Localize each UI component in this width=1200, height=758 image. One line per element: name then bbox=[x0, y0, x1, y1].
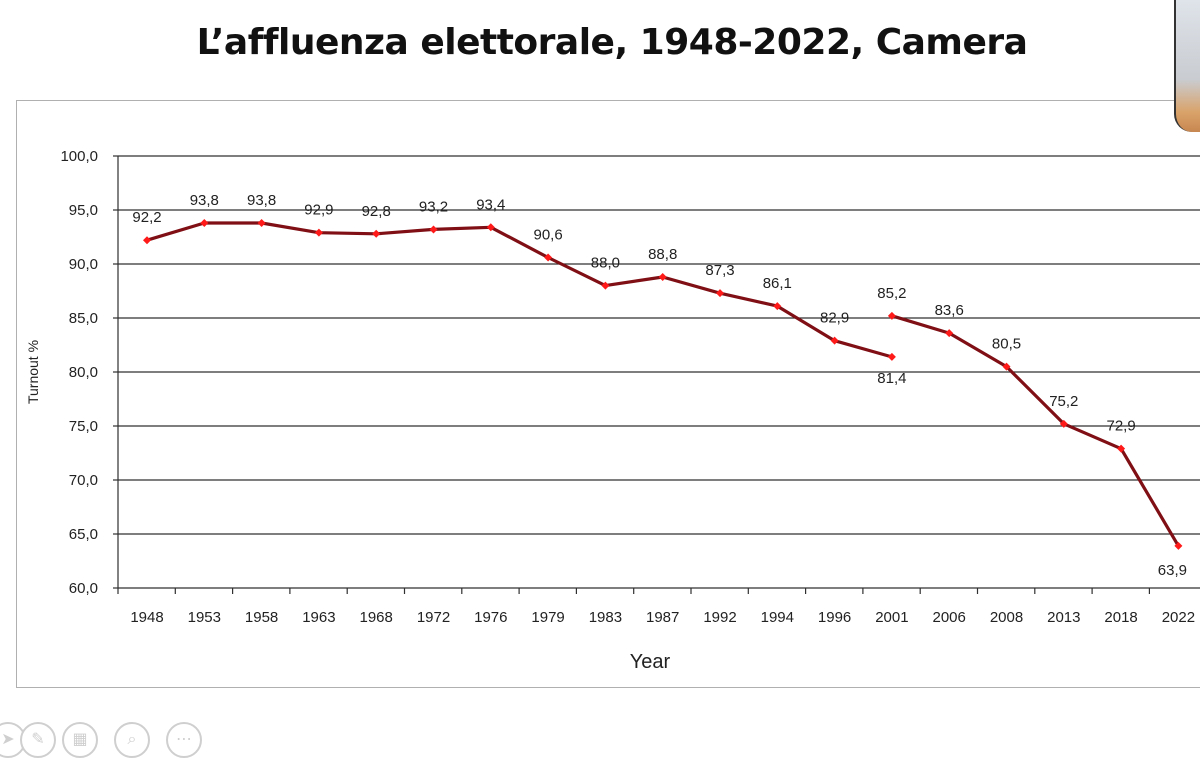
data-labels: 92,2 93,8 93,8 92,9 92,8 93,2 93,4 90,6 88,0 88,8… bbox=[132, 192, 1187, 579]
data-label: 92,8 bbox=[362, 203, 391, 220]
data-point bbox=[257, 218, 266, 227]
data-point bbox=[143, 236, 151, 245]
y-tick-label: 60,0 bbox=[69, 580, 98, 597]
x-tick-label: 2001 bbox=[875, 609, 908, 626]
series-line-segment-2 bbox=[891, 314, 1180, 547]
y-tick-label: 75,0 bbox=[69, 418, 98, 435]
data-label: 81,4 bbox=[877, 370, 906, 387]
data-label: 82,9 bbox=[820, 310, 849, 327]
data-point bbox=[830, 336, 839, 345]
x-tick-label: 1979 bbox=[531, 609, 564, 626]
x-tick-label: 1968 bbox=[360, 609, 393, 626]
data-label: 92,2 bbox=[132, 209, 161, 226]
zoom-icon[interactable]: ⌕ bbox=[114, 722, 150, 758]
data-point bbox=[1174, 541, 1183, 550]
x-tick-label: 1963 bbox=[302, 609, 335, 626]
more-icon[interactable]: ⋯ bbox=[166, 722, 202, 758]
y-axis-label: Turnout % bbox=[25, 340, 41, 404]
data-point bbox=[658, 272, 667, 281]
y-tick-label: 100,0 bbox=[60, 148, 98, 165]
data-point bbox=[601, 281, 610, 290]
x-tick-label: 2018 bbox=[1104, 609, 1137, 626]
gridlines bbox=[118, 155, 1200, 535]
data-point bbox=[200, 218, 209, 227]
data-label: 90,6 bbox=[533, 227, 562, 244]
x-tick-label: 1996 bbox=[818, 609, 851, 626]
data-label: 86,1 bbox=[763, 275, 792, 292]
slides-icon[interactable]: ▦ bbox=[62, 722, 98, 758]
data-point bbox=[429, 225, 438, 234]
data-point bbox=[544, 253, 553, 262]
series-lines bbox=[146, 221, 1180, 547]
data-label: 75,2 bbox=[1049, 393, 1078, 410]
x-tick-label: 2008 bbox=[990, 609, 1023, 626]
x-tick-label: 1987 bbox=[646, 609, 679, 626]
x-tick-label: 1972 bbox=[417, 609, 450, 626]
x-tick-label: 1958 bbox=[245, 609, 278, 626]
series-line-segment-1 bbox=[146, 221, 893, 359]
data-point bbox=[716, 289, 724, 298]
data-label: 72,9 bbox=[1106, 418, 1135, 435]
data-point bbox=[1117, 444, 1126, 453]
x-axis-label: Year bbox=[630, 651, 671, 673]
x-axis: 1948 1953 1958 1963 1968 1972 1976 1979 1983 1987… bbox=[117, 587, 1200, 626]
y-tick-label: 70,0 bbox=[69, 472, 98, 489]
y-tick-label: 80,0 bbox=[69, 364, 98, 381]
data-point bbox=[773, 302, 782, 311]
data-point bbox=[887, 311, 896, 320]
data-point bbox=[1059, 419, 1068, 428]
data-label: 93,8 bbox=[247, 192, 276, 209]
turnout-line-chart: 60,0 65,0 70,0 75,0 80,0 85,0 90,0 95,0 100,0 19… bbox=[25, 148, 1200, 673]
video-thumbnail[interactable] bbox=[1174, 0, 1200, 132]
data-label: 85,2 bbox=[877, 285, 906, 302]
x-tick-label: 1953 bbox=[188, 609, 221, 626]
data-point bbox=[372, 229, 381, 238]
x-tick-label: 2013 bbox=[1047, 609, 1080, 626]
data-label: 87,3 bbox=[705, 262, 734, 279]
x-tick-label: 1976 bbox=[474, 609, 507, 626]
data-label: 93,2 bbox=[419, 198, 448, 215]
data-label: 88,0 bbox=[591, 255, 620, 272]
x-tick-label: 1983 bbox=[589, 609, 622, 626]
data-label: 80,5 bbox=[992, 336, 1021, 353]
x-tick-label: 2006 bbox=[933, 609, 966, 626]
data-point bbox=[314, 228, 323, 237]
x-tick-label: 1948 bbox=[130, 609, 163, 626]
y-tick-label: 95,0 bbox=[69, 202, 98, 219]
slide-title: L’affluenza elettorale, 1948-2022, Camer… bbox=[196, 22, 1028, 63]
pen-icon[interactable]: ✎ bbox=[20, 722, 56, 758]
data-point bbox=[945, 329, 954, 338]
x-tick-label: 1992 bbox=[703, 609, 736, 626]
data-point bbox=[486, 223, 495, 232]
y-tick-label: 85,0 bbox=[69, 310, 98, 327]
data-label: 88,8 bbox=[648, 246, 677, 263]
series-markers bbox=[143, 218, 1183, 550]
x-tick-label: 2022 bbox=[1162, 609, 1195, 626]
y-axis-ticks: 60,0 65,0 70,0 75,0 80,0 85,0 90,0 95,0 100,0 bbox=[60, 148, 119, 597]
y-tick-label: 90,0 bbox=[69, 256, 98, 273]
x-tick-label: 1994 bbox=[761, 609, 794, 626]
data-label: 92,9 bbox=[304, 202, 333, 219]
data-label: 83,6 bbox=[935, 302, 964, 319]
data-label: 63,9 bbox=[1158, 562, 1187, 579]
data-label: 93,4 bbox=[476, 196, 505, 213]
y-tick-label: 65,0 bbox=[69, 526, 98, 543]
chart-frame bbox=[16, 100, 1200, 688]
data-label: 93,8 bbox=[190, 192, 219, 209]
data-point bbox=[1002, 362, 1011, 371]
data-point bbox=[887, 352, 896, 361]
